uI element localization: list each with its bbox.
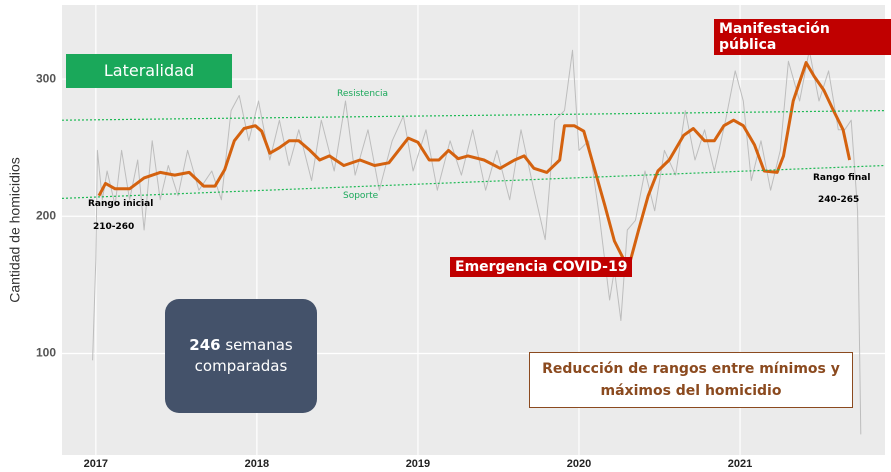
- soporte-label: Soporte: [343, 191, 379, 201]
- x-tick-label: 2019: [406, 458, 430, 470]
- covid-label: Emergencia COVID-19: [450, 257, 633, 277]
- y-axis-label: Cantidad de homicidios: [7, 157, 23, 303]
- semanas-num: 246: [189, 336, 221, 354]
- semanas-texto: semanas comparadas: [194, 336, 293, 375]
- lateralidad-box: Lateralidad: [66, 54, 232, 88]
- y-tick-label: 100: [36, 346, 56, 360]
- x-tick-label: 2017: [84, 458, 108, 470]
- semanas-line: 246 semanas comparadas: [165, 335, 317, 377]
- reduccion-box: Reducción de rangos entre mínimos y máxi…: [529, 352, 853, 408]
- x-tick-label: 2020: [567, 458, 591, 470]
- semanas-box: 246 semanas comparadas: [165, 299, 317, 413]
- y-tick-label: 200: [36, 208, 56, 222]
- x-tick-label: 2021: [728, 458, 752, 470]
- x-tick-label: 2018: [245, 458, 269, 470]
- series-line: [97, 61, 852, 262]
- rango-inicial: Rango inicial: [88, 199, 154, 209]
- series-line: [61, 110, 886, 121]
- series-line: [61, 164, 886, 199]
- rango-final: Rango final: [813, 173, 871, 183]
- resistencia-label: Resistencia: [337, 89, 388, 99]
- rango-inicial-valor: 210-260: [93, 222, 135, 232]
- rango-final-valor: 240-265: [818, 195, 860, 205]
- manifestacion-label: Manifestación pública: [714, 19, 891, 55]
- y-tick-label: 300: [36, 71, 56, 85]
